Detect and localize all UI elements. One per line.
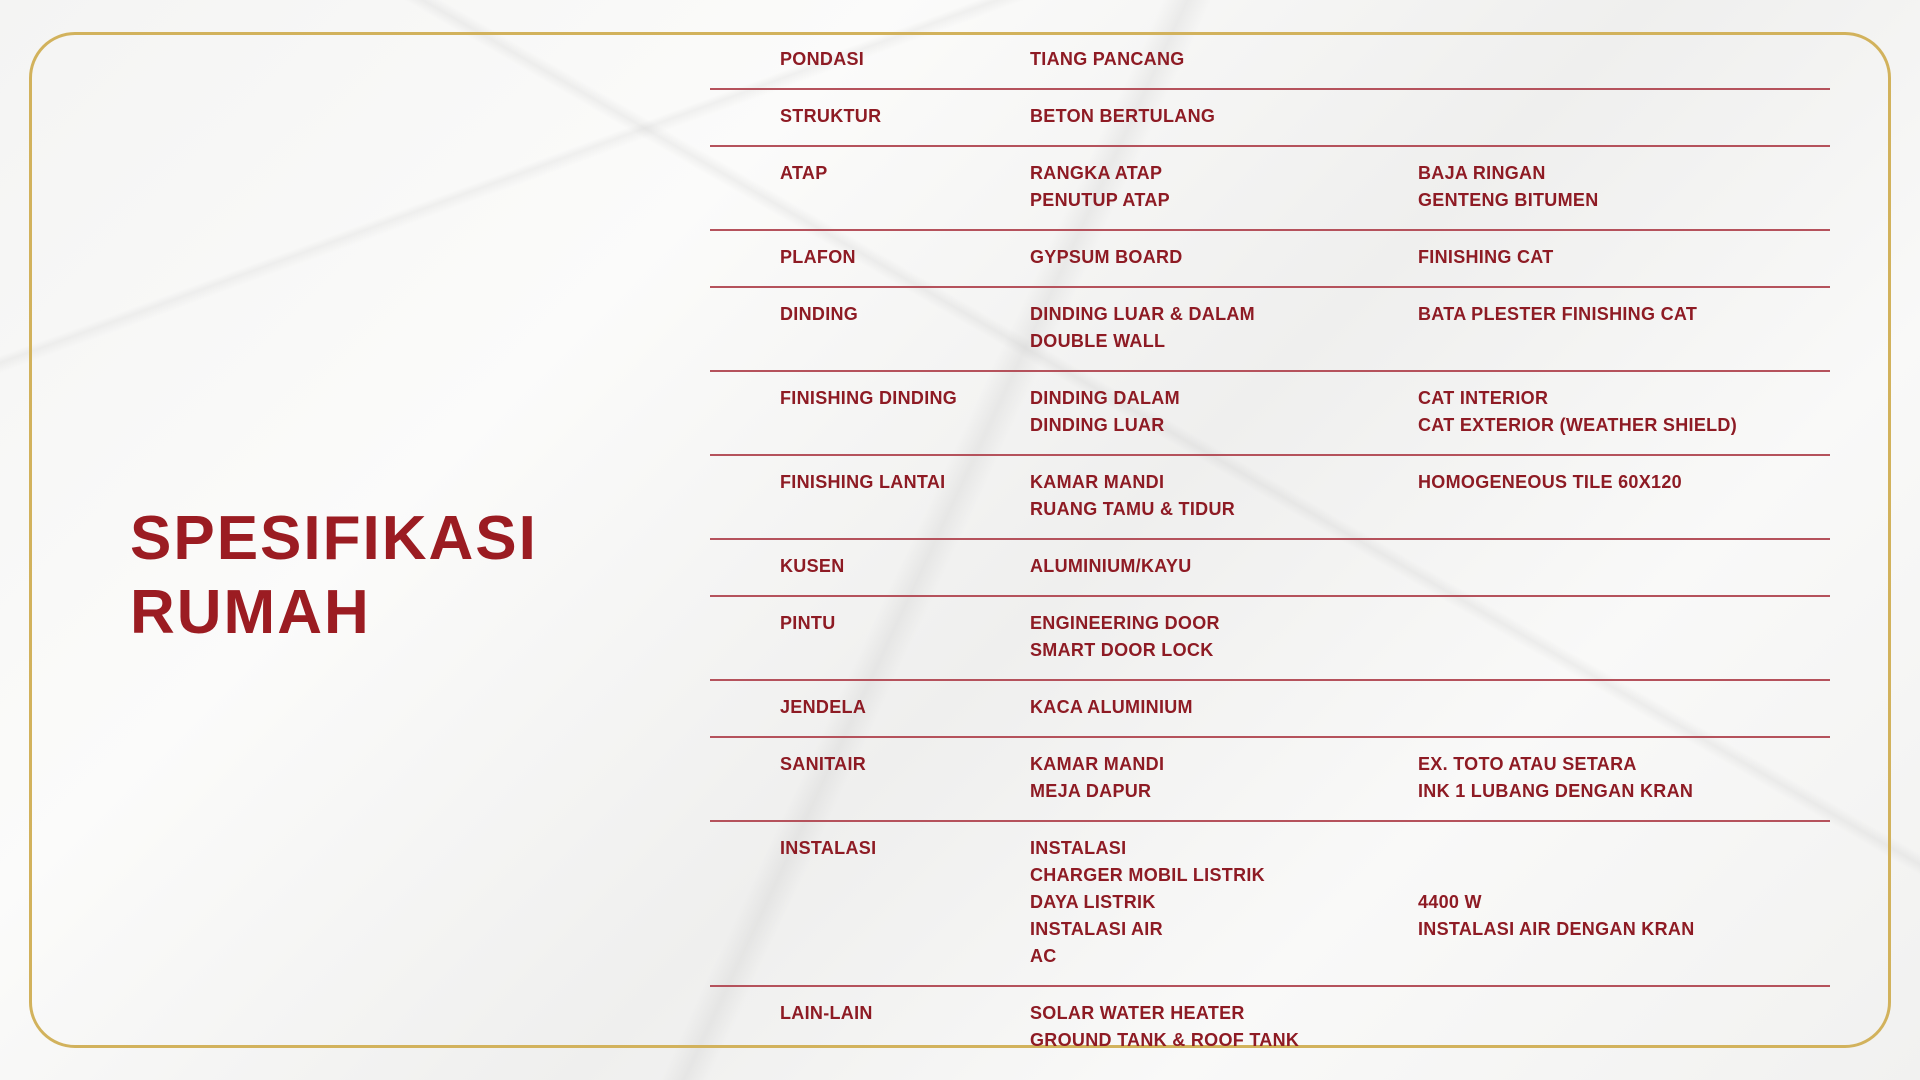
spec-label: STRUKTUR (780, 106, 882, 126)
spec-values (1418, 1000, 1830, 1054)
spec-items: KACA ALUMINIUM (1030, 694, 1418, 721)
spec-items: KAMAR MANDI RUANG TAMU & TIDUR (1030, 469, 1418, 523)
spec-item: INSTALASI AIR (1030, 919, 1163, 939)
spec-value: CAT EXTERIOR (WEATHER SHIELD) (1418, 415, 1738, 435)
spec-item: CHARGER MOBIL LISTRIK (1030, 865, 1265, 885)
spec-values (1418, 46, 1830, 73)
spec-value (1418, 835, 1830, 862)
spec-items: ENGINEERING DOOR SMART DOOR LOCK (1030, 610, 1418, 664)
spec-row: ATAP RANGKA ATAP PENUTUP ATAP BAJA RINGAN GE… (710, 147, 1830, 231)
spec-value: INK 1 LUBANG DENGAN KRAN (1418, 781, 1694, 801)
spec-label: INSTALASI (780, 838, 877, 858)
spec-values: FINISHING CAT (1418, 244, 1830, 271)
spec-label: SANITAIR (780, 754, 867, 774)
spec-value: FINISHING CAT (1418, 247, 1554, 267)
spec-item: INSTALASI (1030, 838, 1127, 858)
spec-items: KAMAR MANDI MEJA DAPUR (1030, 751, 1418, 805)
spec-value: 4400 W (1418, 892, 1482, 912)
spec-item: GROUND TANK & ROOF TANK (1030, 1030, 1300, 1050)
spec-label: KUSEN (780, 556, 845, 576)
spec-item: ENGINEERING DOOR (1030, 613, 1220, 633)
spec-values (1418, 553, 1830, 580)
spec-items: DINDING DALAM DINDING LUAR (1030, 385, 1418, 439)
spec-label: PINTU (780, 613, 836, 633)
spec-value: GENTENG BITUMEN (1418, 190, 1599, 210)
spec-row: FINISHING LANTAI KAMAR MANDI RUANG TAMU & … (710, 456, 1830, 540)
spec-label: FINISHING DINDING (780, 388, 958, 408)
spec-value: EX. TOTO ATAU SETARA (1418, 754, 1637, 774)
spec-item: SOLAR WATER HEATER (1030, 1003, 1245, 1023)
page-title: SPESIFIKASI RUMAH (130, 502, 538, 650)
spec-values (1418, 694, 1830, 721)
spec-row: JENDELA KACA ALUMINIUM (710, 681, 1830, 738)
spec-item: PENUTUP ATAP (1030, 190, 1170, 210)
spec-item: RUANG TAMU & TIDUR (1030, 499, 1236, 519)
spec-item: DINDING LUAR & DALAM (1030, 304, 1255, 324)
spec-item: KAMAR MANDI (1030, 472, 1165, 492)
spec-label: PLAFON (780, 247, 856, 267)
spec-item: DINDING LUAR (1030, 415, 1165, 435)
spec-row: PLAFON GYPSUM BOARD FINISHING CAT (710, 231, 1830, 288)
spec-items: GYPSUM BOARD (1030, 244, 1418, 271)
spec-values (1418, 103, 1830, 130)
spec-item: ALUMINIUM/KAYU (1030, 556, 1192, 576)
spec-items: DINDING LUAR & DALAM DOUBLE WALL (1030, 301, 1418, 355)
spec-label: FINISHING LANTAI (780, 472, 946, 492)
spec-table: PONDASI TIANG PANCANG STRUKTUR BETON BERTUL… (710, 33, 1830, 1069)
spec-row: KUSEN ALUMINIUM/KAYU (710, 540, 1830, 597)
spec-item: DOUBLE WALL (1030, 331, 1166, 351)
spec-value: BATA PLESTER FINISHING CAT (1418, 304, 1698, 324)
spec-label: DINDING (780, 304, 859, 324)
spec-row: PINTU ENGINEERING DOOR SMART DOOR LOCK (710, 597, 1830, 681)
spec-row: SANITAIR KAMAR MANDI MEJA DAPUR EX. TOTO AT… (710, 738, 1830, 822)
spec-value: BAJA RINGAN (1418, 163, 1546, 183)
spec-item: AC (1030, 946, 1057, 966)
spec-items: SOLAR WATER HEATER GROUND TANK & ROOF TAN… (1030, 1000, 1418, 1054)
spec-values: BAJA RINGAN GENTENG BITUMEN (1418, 160, 1830, 214)
spec-item: KAMAR MANDI (1030, 754, 1165, 774)
spec-items: INSTALASI CHARGER MOBIL LISTRIK DAYA LISTR… (1030, 835, 1418, 970)
spec-value (1418, 862, 1830, 889)
spec-row: STRUKTUR BETON BERTULANG (710, 90, 1830, 147)
spec-row: INSTALASI INSTALASI CHARGER MOBIL LISTRIK D… (710, 822, 1830, 987)
title-line: RUMAH (130, 578, 371, 647)
spec-row: PONDASI TIANG PANCANG (710, 33, 1830, 90)
spec-item: RANGKA ATAP (1030, 163, 1163, 183)
spec-item: GYPSUM BOARD (1030, 247, 1183, 267)
spec-values: 4400 W INSTALASI AIR DENGAN KRAN (1418, 835, 1830, 970)
spec-label: JENDELA (780, 697, 867, 717)
spec-items: BETON BERTULANG (1030, 103, 1418, 130)
spec-value: INSTALASI AIR DENGAN KRAN (1418, 919, 1695, 939)
spec-label: ATAP (780, 163, 828, 183)
spec-value: CAT INTERIOR (1418, 388, 1549, 408)
spec-value: HOMOGENEOUS TILE 60X120 (1418, 472, 1682, 492)
spec-row: LAIN-LAIN SOLAR WATER HEATER GROUND TANK &… (710, 987, 1830, 1069)
spec-items: TIANG PANCANG (1030, 46, 1418, 73)
spec-item: BETON BERTULANG (1030, 106, 1216, 126)
title-line: SPESIFIKASI (130, 504, 538, 573)
spec-label: PONDASI (780, 49, 865, 69)
spec-values: EX. TOTO ATAU SETARA INK 1 LUBANG DENGAN … (1418, 751, 1830, 805)
spec-values: BATA PLESTER FINISHING CAT (1418, 301, 1830, 355)
spec-item: KACA ALUMINIUM (1030, 697, 1193, 717)
spec-label: LAIN-LAIN (780, 1003, 873, 1023)
spec-row: DINDING DINDING LUAR & DALAM DOUBLE WALL BA… (710, 288, 1830, 372)
spec-item: TIANG PANCANG (1030, 49, 1185, 69)
spec-item: MEJA DAPUR (1030, 781, 1152, 801)
spec-items: RANGKA ATAP PENUTUP ATAP (1030, 160, 1418, 214)
spec-values: CAT INTERIOR CAT EXTERIOR (WEATHER SHIELD… (1418, 385, 1830, 439)
spec-values: HOMOGENEOUS TILE 60X120 (1418, 469, 1830, 523)
gold-frame (29, 32, 1891, 1048)
spec-items: ALUMINIUM/KAYU (1030, 553, 1418, 580)
spec-item: DAYA LISTRIK (1030, 892, 1156, 912)
spec-row: FINISHING DINDING DINDING DALAM DINDING LU… (710, 372, 1830, 456)
spec-values (1418, 610, 1830, 664)
spec-item: DINDING DALAM (1030, 388, 1180, 408)
spec-item: SMART DOOR LOCK (1030, 640, 1214, 660)
